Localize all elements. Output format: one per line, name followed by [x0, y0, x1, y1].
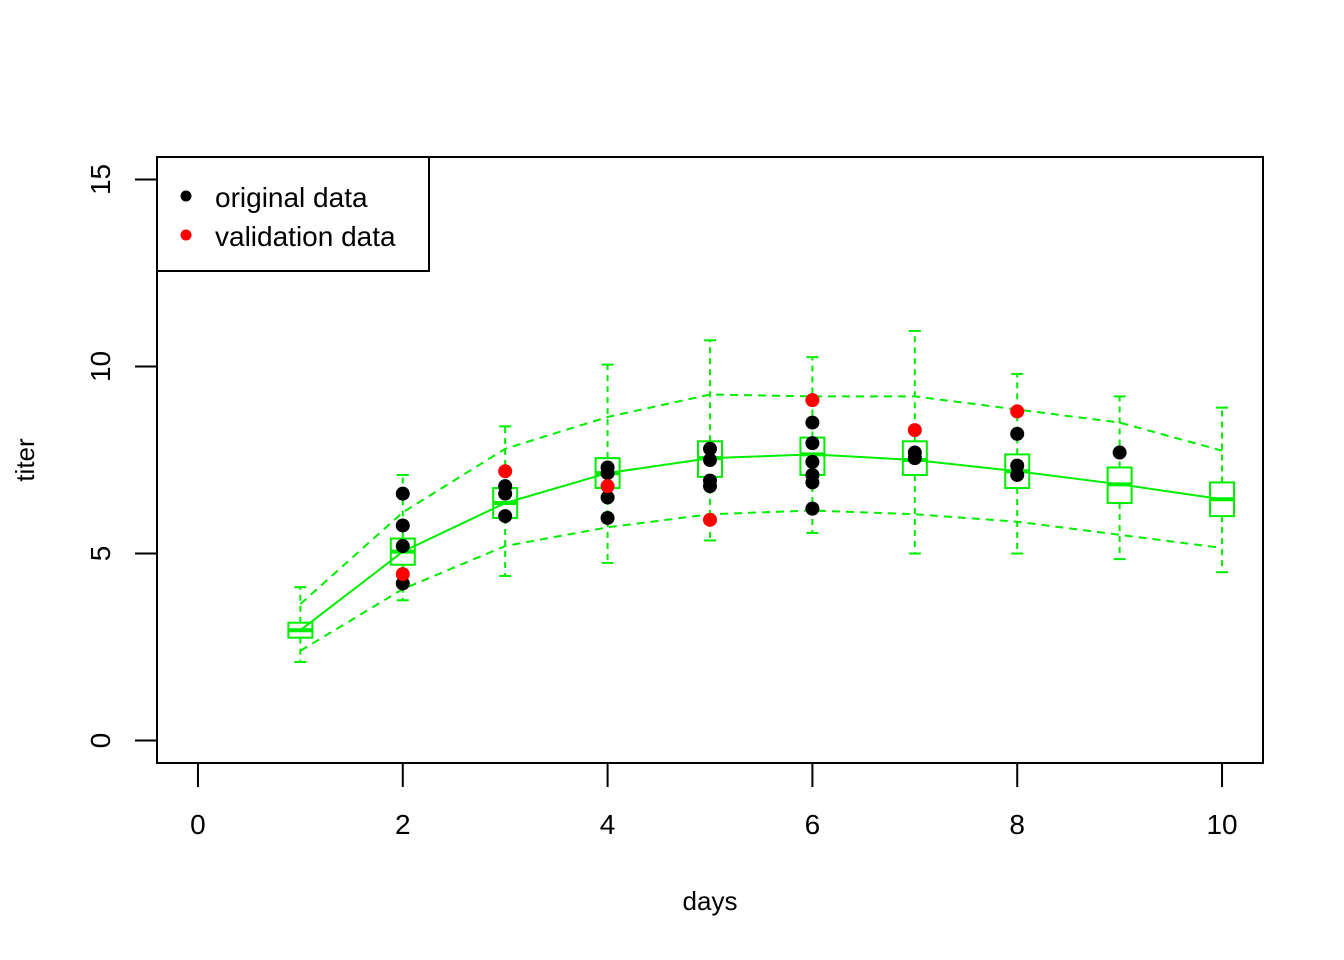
- legend-label-validation: validation data: [215, 221, 396, 252]
- legend-marker-validation: [180, 229, 192, 241]
- original-data-point: [907, 451, 922, 466]
- validation-data-point: [805, 393, 820, 408]
- y-tick-label: 5: [85, 546, 116, 562]
- original-data-point: [600, 490, 615, 505]
- legend-marker-original: [180, 190, 192, 202]
- original-data-point: [703, 453, 717, 467]
- original-data-point: [1010, 426, 1025, 441]
- legend-label-original: original data: [215, 182, 368, 213]
- original-data-point: [1010, 467, 1025, 482]
- original-data-point: [805, 501, 820, 516]
- original-data-point: [600, 466, 615, 481]
- x-tick-label: 0: [190, 809, 206, 840]
- prediction-layer: [287, 329, 1236, 663]
- x-axis: 0 2 4 6 8 10: [190, 762, 1238, 840]
- x-tick-label: 4: [600, 809, 616, 840]
- original-data-point: [600, 510, 615, 525]
- upper-prediction-band: [299, 393, 1223, 605]
- validation-data-point: [600, 479, 615, 494]
- original-data-point: [805, 475, 820, 490]
- original-data-point: [395, 539, 410, 554]
- y-tick-label: 15: [85, 164, 116, 195]
- y-axis: 0 5 10 15: [85, 164, 158, 749]
- x-tick-label: 10: [1206, 809, 1237, 840]
- original-data-point: [498, 509, 513, 524]
- validation-data-point: [498, 464, 513, 479]
- original-data-point: [805, 454, 820, 469]
- median-line: [299, 453, 1223, 631]
- original-data-point: [805, 436, 820, 451]
- validation-data-point: [907, 423, 922, 438]
- x-tick-label: 8: [1009, 809, 1025, 840]
- legend: original data validation data: [156, 156, 430, 272]
- legend-box: [156, 156, 430, 272]
- original-data-point: [498, 486, 513, 501]
- validation-data-point: [703, 512, 717, 527]
- original-data-point: [395, 486, 410, 501]
- original-data-point: [703, 441, 717, 456]
- y-tick-label: 0: [85, 733, 116, 749]
- points-layer: [395, 393, 1127, 591]
- y-axis-title: titer: [10, 438, 40, 482]
- original-data-point: [805, 415, 820, 430]
- x-axis-title: days: [683, 886, 738, 916]
- x-tick-label: 2: [395, 809, 411, 840]
- lower-prediction-band: [299, 509, 1223, 652]
- original-data-point: [703, 479, 717, 494]
- original-data-point: [1112, 445, 1127, 460]
- validation-data-point: [395, 567, 410, 582]
- validation-data-point: [1010, 404, 1025, 419]
- y-tick-label: 10: [85, 351, 116, 382]
- x-tick-label: 6: [805, 809, 821, 840]
- original-data-point: [395, 518, 410, 533]
